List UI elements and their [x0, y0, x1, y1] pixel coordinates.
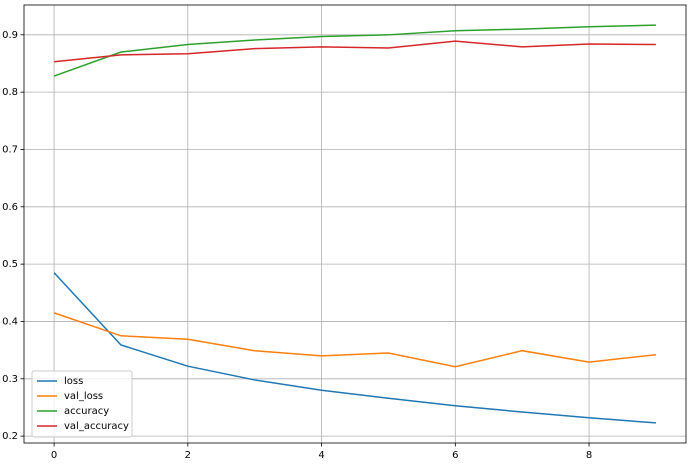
- y-tick-label: 0.6: [2, 202, 18, 213]
- x-tick-label: 0: [51, 450, 57, 461]
- y-tick-label: 0.2: [2, 431, 18, 442]
- legend-label: val_loss: [64, 391, 103, 402]
- line: [53, 312, 656, 368]
- plot-frame: [23, 4, 687, 444]
- legend-label: accuracy: [64, 406, 109, 417]
- y-tick-label: 0.8: [2, 87, 18, 98]
- legend-box: [31, 370, 133, 438]
- line: [54, 40, 656, 63]
- y-tick-label: 0.7: [2, 144, 18, 155]
- legend-label: loss: [64, 376, 83, 387]
- line: [53, 24, 656, 77]
- y-tick-label: 0.3: [2, 374, 18, 385]
- x-tick-label: 8: [586, 450, 592, 461]
- y-tick-label: 0.4: [2, 316, 18, 327]
- x-tick-label: 2: [185, 450, 191, 461]
- x-tick-label: 4: [318, 450, 324, 461]
- y-tick-label: 0.5: [2, 259, 18, 270]
- y-tick-label: 0.9: [2, 30, 18, 41]
- legend-label: val_accuracy: [64, 421, 129, 432]
- x-tick-label: 6: [452, 450, 458, 461]
- line: [53, 272, 656, 424]
